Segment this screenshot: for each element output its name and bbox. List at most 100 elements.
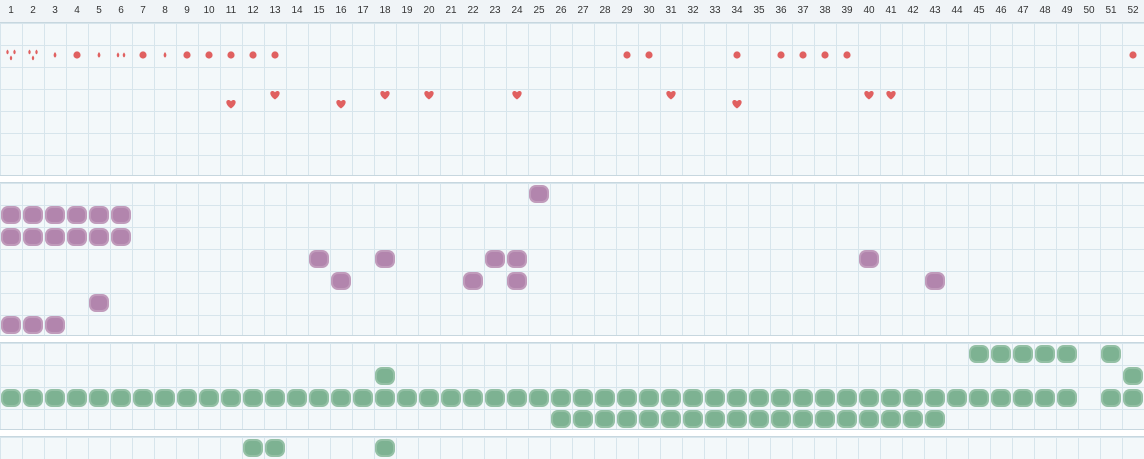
purple-mark (1, 206, 21, 224)
purple-mark (23, 316, 43, 334)
dot-icon (180, 47, 194, 68)
week-number: 21 (445, 5, 457, 16)
purple-mark (45, 316, 65, 334)
double-drop-icon (26, 47, 40, 68)
week-number: 35 (753, 5, 765, 16)
week-number: 9 (184, 5, 190, 16)
green-mark (309, 389, 329, 407)
week-number: 48 (1039, 5, 1051, 16)
heart-icon (664, 87, 678, 108)
week-number: 44 (951, 5, 963, 16)
week-number: 49 (1061, 5, 1073, 16)
purple-mark (1, 316, 21, 334)
dot-icon (818, 47, 832, 68)
green-mark (1013, 345, 1033, 363)
green-mark (397, 389, 417, 407)
week-number: 17 (357, 5, 369, 16)
week-number: 2 (30, 5, 36, 16)
green-mark (1101, 389, 1121, 407)
week-number: 33 (709, 5, 721, 16)
green-mark (705, 389, 725, 407)
green-mark (881, 389, 901, 407)
week-number: 30 (643, 5, 655, 16)
green-mark (837, 389, 857, 407)
green-mark (727, 389, 747, 407)
purple-mark (45, 228, 65, 246)
green-mark (375, 367, 395, 385)
heart-icon (224, 96, 238, 117)
green-mark (881, 410, 901, 428)
green-mark (221, 389, 241, 407)
green-mark (551, 389, 571, 407)
week-number: 32 (687, 5, 699, 16)
purple-mark (463, 272, 483, 290)
week-number: 5 (96, 5, 102, 16)
green-mark (199, 389, 219, 407)
heart-icon (378, 87, 392, 108)
purple-mark (67, 206, 87, 224)
green-mark (837, 410, 857, 428)
green-mark (771, 410, 791, 428)
green-mark (1013, 389, 1033, 407)
panel-divider (0, 430, 1144, 436)
green-mark (639, 389, 659, 407)
purple-mark (529, 185, 549, 203)
purple-mark (89, 206, 109, 224)
green-mark (1101, 345, 1121, 363)
week-number: 3 (52, 5, 58, 16)
heart-icon (730, 96, 744, 117)
double-drop-icon (4, 47, 18, 68)
green-mark (1035, 345, 1055, 363)
green-mark (793, 410, 813, 428)
green-mark (925, 389, 945, 407)
green-mark (1057, 345, 1077, 363)
green-mark (45, 389, 65, 407)
week-number: 25 (533, 5, 545, 16)
week-number: 4 (74, 5, 80, 16)
green-mark (683, 410, 703, 428)
green-mark (859, 410, 879, 428)
purple-mark (45, 206, 65, 224)
week-number: 47 (1017, 5, 1029, 16)
green-mark (969, 389, 989, 407)
panel-divider (0, 336, 1144, 342)
green-mark (727, 410, 747, 428)
week-number: 52 (1127, 5, 1139, 16)
week-number: 22 (467, 5, 479, 16)
green-mark (23, 389, 43, 407)
green-mark (639, 410, 659, 428)
heart-icon (422, 87, 436, 108)
purple-mark (67, 228, 87, 246)
green-mark (749, 389, 769, 407)
green-mark (1035, 389, 1055, 407)
week-number: 34 (731, 5, 743, 16)
week-number: 19 (401, 5, 413, 16)
green-mark (573, 410, 593, 428)
week-number: 1 (8, 5, 14, 16)
week-number: 29 (621, 5, 633, 16)
dot-icon (136, 47, 150, 68)
week-number: 24 (511, 5, 523, 16)
green-mark (111, 389, 131, 407)
week-number: 14 (291, 5, 303, 16)
green-mark (947, 389, 967, 407)
heart-icon (334, 96, 348, 117)
purple-mark (309, 250, 329, 268)
purple-mark (331, 272, 351, 290)
green-mark (903, 410, 923, 428)
drop-icon (48, 47, 62, 68)
dot-icon (620, 47, 634, 68)
week-number: 36 (775, 5, 787, 16)
two-drops-icon (114, 47, 128, 68)
dot-icon (796, 47, 810, 68)
week-number: 13 (269, 5, 281, 16)
dot-icon (246, 47, 260, 68)
dot-icon (1126, 47, 1140, 68)
week-number: 37 (797, 5, 809, 16)
green-mark (375, 439, 395, 457)
green-mark (859, 389, 879, 407)
green-mark (1057, 389, 1077, 407)
heart-icon (510, 87, 524, 108)
green-mark (419, 389, 439, 407)
green-mark (265, 439, 285, 457)
